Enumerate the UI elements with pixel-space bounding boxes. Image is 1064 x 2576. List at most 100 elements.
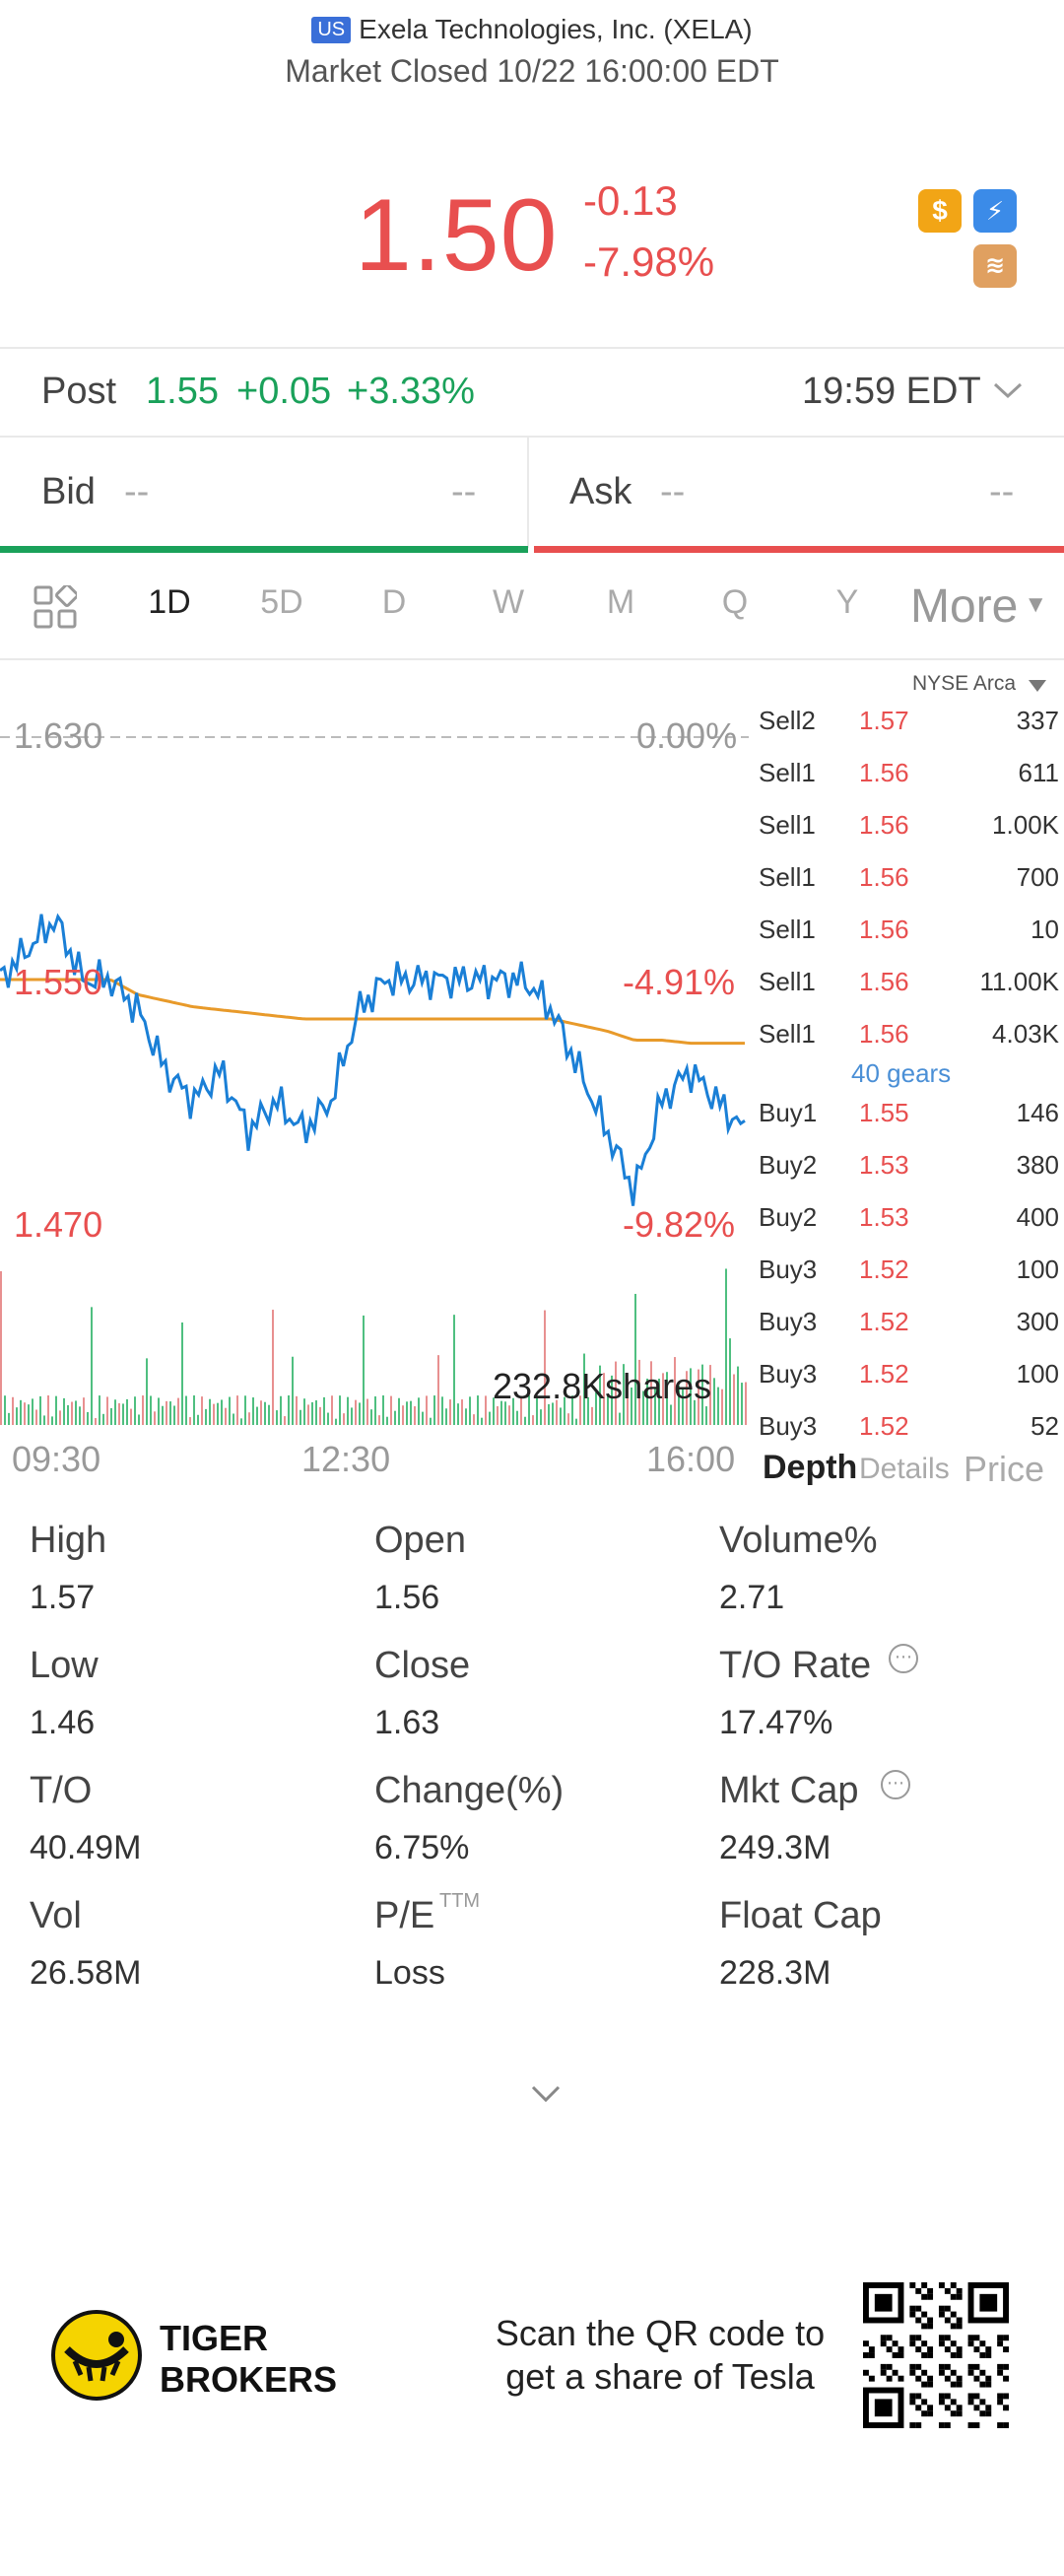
- time-label-open: 09:30: [12, 1439, 101, 1479]
- volume-bar: [185, 1395, 187, 1425]
- volume-bar: [698, 1369, 699, 1425]
- grid-icon[interactable]: [33, 585, 77, 629]
- volume-bar: [489, 1411, 491, 1425]
- volume-bar: [532, 1415, 534, 1425]
- volume-bar: [292, 1356, 294, 1425]
- caret-down-icon[interactable]: [1029, 680, 1046, 694]
- order-qty: 11.00K: [979, 967, 1059, 996]
- dollar-icon[interactable]: $: [918, 189, 962, 233]
- volume-bar: [382, 1395, 384, 1425]
- tab-y[interactable]: Y: [835, 583, 859, 621]
- exchange-label[interactable]: NYSE Arca: [912, 672, 1017, 695]
- order-side: Buy2: [759, 1150, 818, 1180]
- tab-d[interactable]: D: [381, 583, 407, 621]
- order-side: Sell1: [759, 758, 816, 787]
- volume-bar: [114, 1399, 116, 1425]
- order-side: Buy3: [759, 1307, 818, 1336]
- tab-details[interactable]: Details: [859, 1453, 950, 1485]
- order-side: Sell1: [759, 1019, 816, 1049]
- volume-bar: [678, 1386, 680, 1425]
- volume-bar: [623, 1364, 625, 1425]
- volume-bar: [378, 1415, 380, 1425]
- info-icon[interactable]: ⋯: [885, 1644, 918, 1673]
- volume-bar: [75, 1400, 77, 1425]
- volume-bar: [55, 1395, 57, 1425]
- volume-bar: [205, 1408, 207, 1425]
- volume-bar: [244, 1395, 246, 1425]
- volume-bar: [95, 1418, 97, 1425]
- volume-bar: [193, 1395, 195, 1425]
- order-price: 1.53: [859, 1150, 909, 1180]
- flash-icon[interactable]: ⚡: [973, 189, 1017, 233]
- tab-more[interactable]: More ▼: [910, 579, 1047, 634]
- volume-bar: [83, 1397, 85, 1425]
- axis-top-price: 1.630: [14, 715, 103, 756]
- volume-bar: [567, 1413, 569, 1425]
- divider: [0, 658, 1064, 660]
- volume-bar: [493, 1397, 495, 1425]
- order-qty: 52: [1031, 1411, 1059, 1441]
- info-icon[interactable]: ⋯: [877, 1770, 910, 1799]
- volume-bar: [366, 1398, 368, 1425]
- order-side: Buy3: [759, 1411, 818, 1441]
- tab-price[interactable]: Price: [964, 1449, 1045, 1489]
- volume-bar: [615, 1361, 617, 1425]
- volume-bar: [508, 1405, 510, 1425]
- order-book-row: Sell2 1.57 337: [759, 706, 1059, 758]
- volume-bar: [587, 1396, 589, 1425]
- volume-bar: [694, 1399, 696, 1425]
- volume-bar: [485, 1395, 487, 1425]
- tab-5d[interactable]: 5D: [260, 583, 303, 621]
- volume-bar: [311, 1401, 313, 1425]
- volume-bar: [12, 1396, 14, 1425]
- volume-bar: [402, 1405, 404, 1425]
- order-side: Sell1: [759, 967, 816, 996]
- axis-mid-pct: -4.91%: [623, 962, 736, 1002]
- stat-label: Open: [374, 1520, 466, 1561]
- volume-bar: [725, 1268, 727, 1425]
- order-price: 1.52: [859, 1411, 909, 1441]
- volume-bar: [540, 1409, 542, 1425]
- tab-1d[interactable]: 1D: [148, 583, 191, 621]
- volume-bar: [142, 1395, 144, 1425]
- tab-depth[interactable]: Depth: [763, 1449, 858, 1486]
- order-side: Sell1: [759, 915, 816, 944]
- intraday-chart[interactable]: [0, 690, 749, 1439]
- volume-bar: [737, 1366, 739, 1425]
- volume-bar: [213, 1403, 215, 1425]
- order-price: 1.56: [859, 810, 909, 840]
- volume-bar: [414, 1406, 416, 1425]
- stat-value: 1.56: [374, 1579, 440, 1616]
- order-price: 1.55: [859, 1098, 909, 1127]
- volume-bar: [323, 1396, 325, 1425]
- volume-bar: [79, 1406, 81, 1425]
- bid-label: Bid: [41, 471, 96, 512]
- order-side: Buy2: [759, 1202, 818, 1232]
- order-qty: 4.03K: [992, 1019, 1059, 1049]
- volume-bar: [319, 1406, 321, 1425]
- order-qty: 700: [1016, 862, 1059, 892]
- chevron-down-icon[interactable]: [991, 378, 1025, 402]
- layers-icon[interactable]: ≋: [973, 244, 1017, 288]
- company-name: Exela Technologies, Inc. (XELA): [359, 14, 753, 44]
- post-time: 19:59 EDT: [802, 371, 981, 412]
- volume-bar: [331, 1395, 333, 1425]
- volume-bar: [229, 1396, 231, 1425]
- time-label-mid: 12:30: [301, 1439, 391, 1479]
- order-qty: 337: [1016, 706, 1059, 735]
- stat-value: 228.3M: [719, 1954, 831, 1992]
- volume-bar: [453, 1315, 455, 1425]
- gears-label[interactable]: 40 gears: [851, 1058, 952, 1088]
- volume-bar: [733, 1374, 735, 1425]
- tab-w[interactable]: W: [492, 583, 525, 621]
- tab-q[interactable]: Q: [721, 583, 749, 621]
- order-qty: 100: [1016, 1359, 1059, 1389]
- tab-m[interactable]: M: [606, 583, 635, 621]
- chevron-down-icon[interactable]: [530, 2083, 562, 2105]
- volume-bar: [469, 1396, 471, 1425]
- order-book-row: Sell1 1.56 11.00K: [759, 967, 1059, 1019]
- volume-bar: [662, 1373, 664, 1425]
- volume-bar: [627, 1379, 629, 1425]
- volume-bar: [217, 1402, 219, 1425]
- volume-bar: [528, 1395, 530, 1425]
